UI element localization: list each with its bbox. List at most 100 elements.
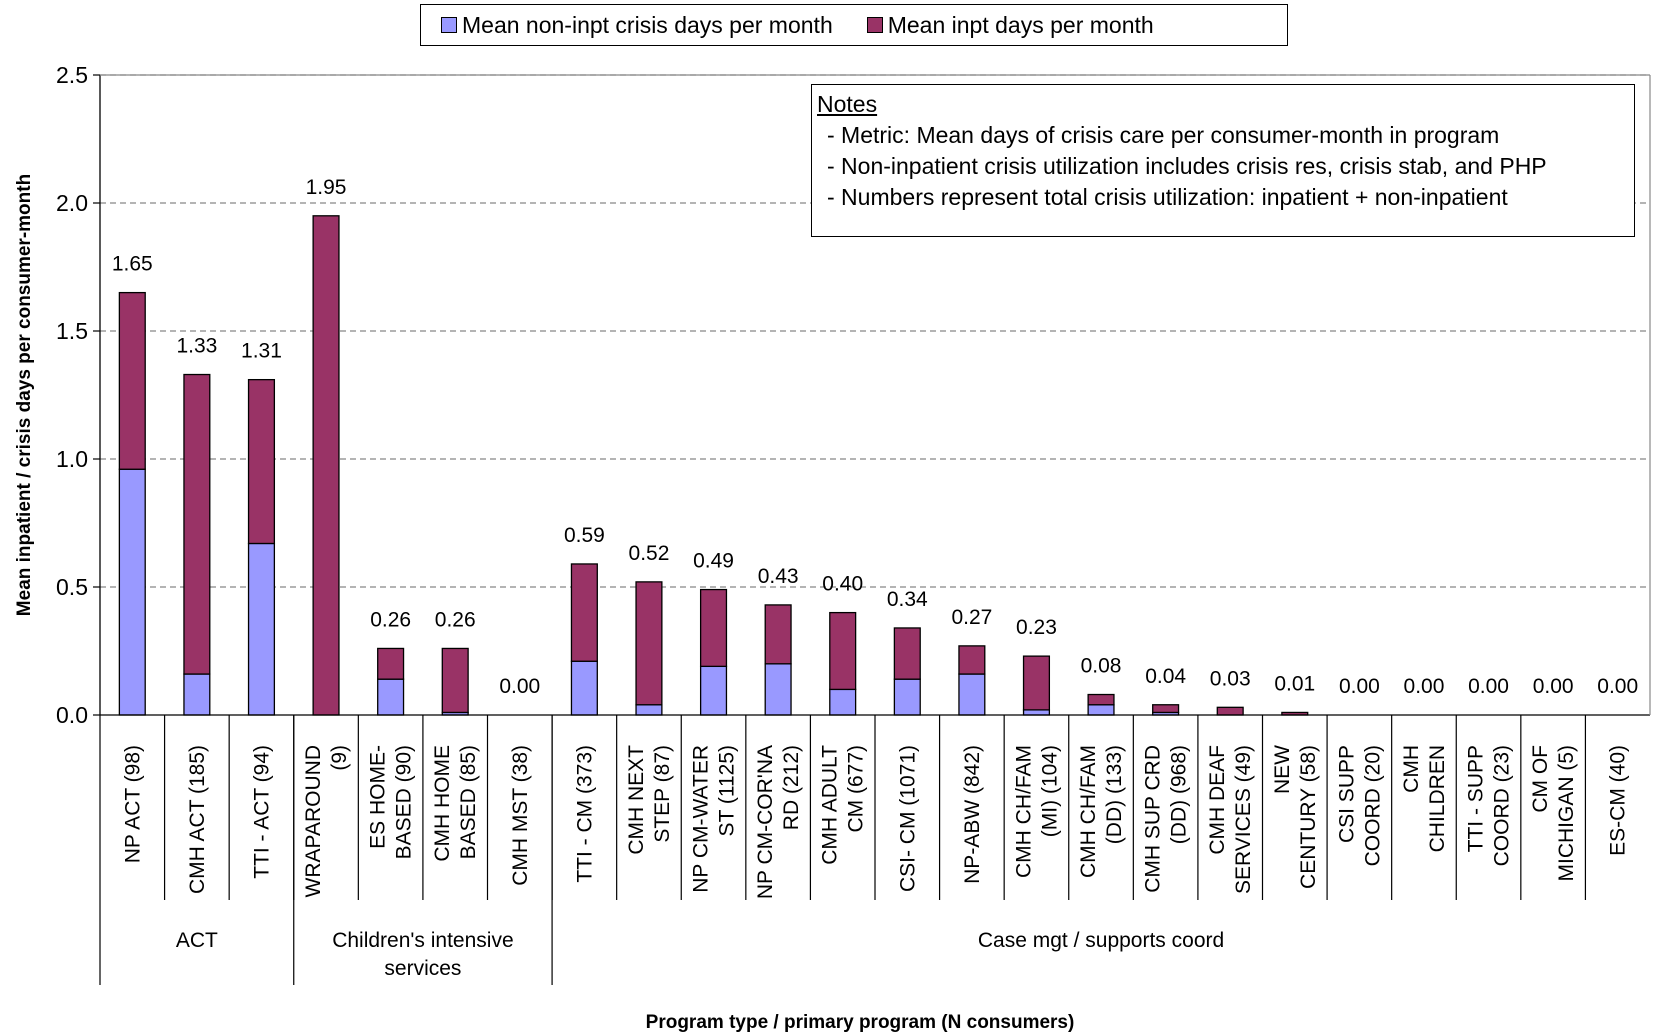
x-category-label-line: CM OF	[1529, 745, 1552, 813]
data-label: 0.43	[758, 565, 799, 588]
x-group-label: Case mgt / supports coord	[978, 929, 1224, 952]
data-label: 0.01	[1274, 672, 1315, 695]
data-label: 0.00	[1468, 675, 1509, 698]
x-category-label-line: TTI - CM (373)	[573, 745, 596, 883]
x-category-label-line: MICHIGAN (5)	[1555, 745, 1578, 882]
bar-non-inpatient	[1087, 704, 1115, 716]
x-category-label: TTI - SUPP COORD (23)	[1465, 745, 1514, 866]
x-category-label: CMH NEXT STEP (87)	[625, 745, 674, 855]
bar-non-inpatient	[247, 542, 276, 716]
x-category-label-line: CMH ADULT	[819, 745, 842, 865]
bar-inpatient	[377, 647, 405, 680]
legend-item-non-inpatient: Mean non-inpt crisis days per month	[441, 12, 833, 39]
x-category-label-line: (9)	[328, 745, 351, 771]
x-group-label: services	[384, 957, 461, 980]
axes	[93, 74, 1651, 985]
x-category-label-line: CMH CH/FAM	[1012, 745, 1035, 878]
x-category-label-line: ST (1125)	[716, 745, 739, 836]
data-label: 0.00	[1404, 675, 1445, 698]
bar-non-inpatient	[118, 468, 146, 716]
bar-non-inpatient	[764, 663, 792, 716]
x-category-label-line: NEW	[1271, 745, 1294, 794]
x-category-label-line: CENTURY (58)	[1297, 745, 1320, 889]
data-label: 0.00	[1597, 675, 1638, 698]
legend-label-non-inpatient: Mean non-inpt crisis days per month	[462, 11, 833, 38]
x-category-label: CMH ADULT CM (677)	[819, 745, 868, 865]
data-label: 1.65	[112, 253, 153, 276]
y-tick-label: 0.5	[56, 574, 88, 600]
x-group-labels: ACT Children's intensive services Case mgt …	[176, 929, 1224, 980]
bar-inpatient	[441, 647, 469, 714]
data-label: 0.00	[499, 675, 540, 698]
x-category-label-line: COORD (23)	[1491, 745, 1514, 866]
x-category-label-line: RD (212)	[780, 745, 803, 830]
x-category-label-line: BASED (85)	[457, 745, 480, 859]
bar-inpatient	[893, 627, 921, 680]
x-category-label-line: CMH	[1400, 745, 1423, 793]
bar-inpatient	[1216, 706, 1244, 716]
bar-non-inpatient	[699, 665, 728, 716]
x-category-label: CMH DEAF SERVICES (49)	[1206, 745, 1255, 894]
bar-inpatient	[699, 588, 728, 668]
x-category-label-line: CMH SUP CRD	[1142, 745, 1165, 893]
notes-line: - Non-inpatient crisis utilization inclu…	[827, 153, 1547, 179]
x-category-label-line: CMH HOME	[431, 745, 454, 862]
x-category-label-line: CMH ACT (185)	[186, 745, 209, 894]
x-category-label: NEW CENTURY (58)	[1271, 745, 1320, 889]
data-label: 1.95	[306, 176, 347, 199]
bar-non-inpatient	[958, 673, 986, 716]
data-label: 0.34	[887, 588, 928, 611]
bar-non-inpatient	[570, 660, 598, 716]
bar-inpatient	[1022, 655, 1051, 711]
x-category-label: CMH ACT (185)	[186, 745, 209, 894]
bar-inpatient	[570, 563, 598, 662]
bar-non-inpatient	[829, 688, 857, 716]
x-category-label-line: NP CM-COR'NA	[754, 745, 777, 899]
x-category-label-line: (DD) (968)	[1168, 745, 1191, 844]
notes-box: Notes - Metric: Mean days of crisis care…	[811, 84, 1635, 237]
x-category-label-line: (MI) (104)	[1038, 745, 1061, 837]
x-category-label-line: STEP (87)	[651, 745, 674, 843]
x-category-label-line: CMH CH/FAM	[1077, 745, 1100, 878]
y-tick-label: 2.5	[56, 62, 88, 88]
x-category-label-line: CHILDREN	[1426, 745, 1449, 852]
bar-inpatient	[1152, 704, 1180, 714]
x-category-label: WRAPAROUND (9)	[302, 745, 351, 897]
bar-inpatient	[635, 581, 663, 706]
legend-label-inpatient: Mean inpt days per month	[887, 11, 1154, 38]
x-category-label-line: CMH MST (38)	[509, 745, 532, 886]
bar-inpatient	[829, 611, 857, 691]
bar-inpatient	[183, 373, 211, 675]
x-group-label: ACT	[176, 929, 218, 952]
y-tick-labels: 0.0 0.5 1.0 1.5 2.0 2.5	[56, 62, 88, 728]
x-category-label: CM OF MICHIGAN (5)	[1529, 745, 1578, 882]
data-label: 0.23	[1016, 616, 1057, 639]
data-label: 0.40	[822, 573, 863, 596]
x-category-label-line: ES-CM (40)	[1607, 745, 1630, 856]
data-label: 1.31	[241, 340, 282, 363]
x-category-label: NP CM-COR'NA RD (212)	[754, 745, 803, 899]
x-category-label-line: NP ACT (98)	[121, 745, 144, 863]
bar-non-inpatient	[183, 673, 211, 716]
data-label: 0.04	[1145, 665, 1186, 688]
legend-item-inpatient: Mean inpt days per month	[866, 11, 1154, 39]
x-category-label: ES-CM (40)	[1607, 745, 1630, 856]
x-category-label-line: CSI- CM (1071)	[896, 745, 919, 892]
bar-inpatient	[247, 378, 276, 545]
x-category-label: NP CM-WATER ST (1125)	[690, 745, 739, 893]
data-label: 0.08	[1081, 655, 1122, 678]
x-category-label-line: TTI - SUPP	[1465, 745, 1488, 852]
x-category-label-line: WRAPAROUND	[302, 745, 325, 897]
x-category-label-line: TTI - ACT (94)	[250, 745, 273, 879]
x-category-label-line: (DD) (133)	[1103, 745, 1126, 844]
x-category-label-line: CMH NEXT	[625, 745, 648, 855]
x-category-labels: NP ACT (98) CMH ACT (185) TTI - ACT (94) WR…	[121, 745, 1629, 899]
bar-non-inpatient	[893, 678, 921, 716]
notes-line: - Metric: Mean days of crisis care per c…	[827, 122, 1500, 148]
data-label: 1.33	[176, 335, 217, 358]
data-label: 0.49	[693, 550, 734, 573]
x-category-label: CMH CHILDREN	[1400, 745, 1449, 852]
x-category-label: NP ACT (98)	[121, 745, 144, 863]
bar-inpatient	[1087, 693, 1115, 706]
